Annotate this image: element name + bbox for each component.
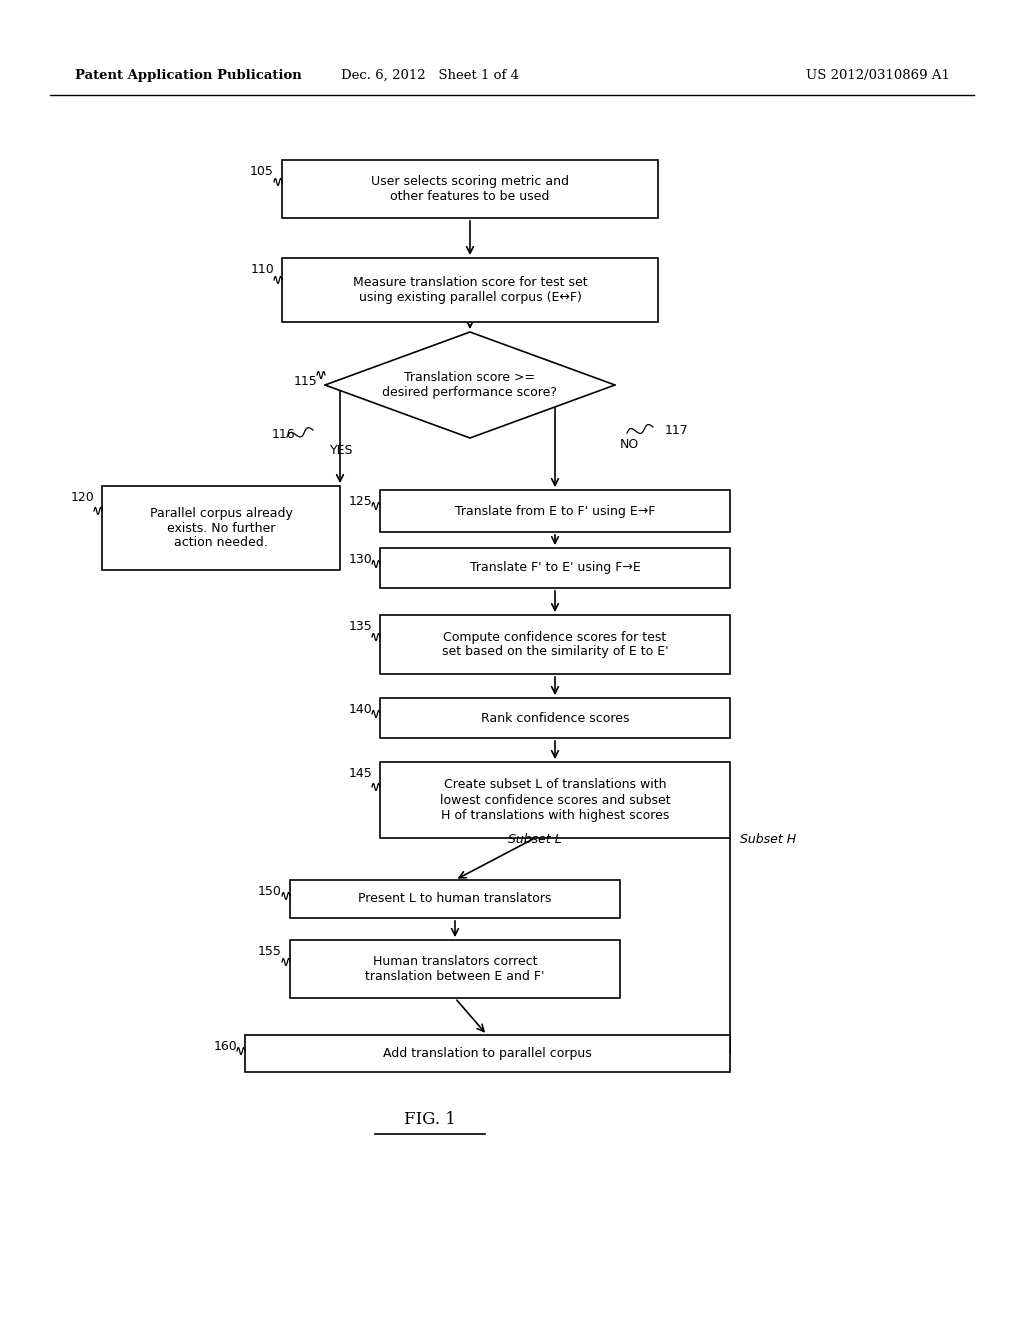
Bar — [282, 257, 658, 322]
Text: YES: YES — [330, 444, 353, 457]
Text: Subset L: Subset L — [508, 833, 562, 846]
Text: Rank confidence scores: Rank confidence scores — [480, 711, 630, 725]
Bar — [380, 490, 730, 532]
Text: Human translators correct
translation between E and F': Human translators correct translation be… — [366, 954, 545, 983]
Text: 120: 120 — [71, 491, 94, 504]
Text: Parallel corpus already
exists. No further
action needed.: Parallel corpus already exists. No furth… — [150, 507, 293, 549]
Text: Translate from E to F' using E→F: Translate from E to F' using E→F — [455, 504, 655, 517]
Text: 130: 130 — [348, 553, 372, 566]
Bar — [380, 762, 730, 838]
Text: 150: 150 — [258, 884, 282, 898]
Text: NO: NO — [620, 438, 639, 451]
Text: Patent Application Publication: Patent Application Publication — [75, 69, 302, 82]
Text: 110: 110 — [250, 263, 274, 276]
Text: Dec. 6, 2012   Sheet 1 of 4: Dec. 6, 2012 Sheet 1 of 4 — [341, 69, 519, 82]
Text: Compute confidence scores for test
set based on the similarity of E to E': Compute confidence scores for test set b… — [441, 631, 669, 659]
Bar — [245, 1035, 730, 1072]
Bar — [380, 615, 730, 675]
Bar — [290, 940, 620, 998]
Text: Translate F' to E' using F→E: Translate F' to E' using F→E — [470, 561, 640, 574]
Bar — [380, 698, 730, 738]
Text: Translation score >=
desired performance score?: Translation score >= desired performance… — [383, 371, 557, 399]
Text: User selects scoring metric and
other features to be used: User selects scoring metric and other fe… — [371, 176, 569, 203]
Bar — [290, 880, 620, 917]
Text: Present L to human translators: Present L to human translators — [358, 892, 552, 906]
Bar — [102, 486, 340, 570]
Text: 145: 145 — [348, 767, 372, 780]
Text: 125: 125 — [348, 495, 372, 508]
Text: 135: 135 — [348, 620, 372, 634]
Text: 115: 115 — [293, 375, 317, 388]
Polygon shape — [325, 333, 615, 438]
Text: Add translation to parallel corpus: Add translation to parallel corpus — [383, 1047, 592, 1060]
Text: Create subset L of translations with
lowest confidence scores and subset
H of tr: Create subset L of translations with low… — [439, 779, 671, 821]
Bar — [380, 548, 730, 587]
Text: US 2012/0310869 A1: US 2012/0310869 A1 — [806, 69, 950, 82]
Text: Subset H: Subset H — [740, 833, 796, 846]
Bar — [282, 160, 658, 218]
Text: 160: 160 — [213, 1040, 237, 1053]
Text: 116: 116 — [271, 429, 295, 441]
Text: FIG. 1: FIG. 1 — [404, 1111, 456, 1129]
Text: 117: 117 — [665, 424, 689, 437]
Text: 105: 105 — [250, 165, 274, 178]
Text: 155: 155 — [258, 945, 282, 958]
Text: 140: 140 — [348, 704, 372, 715]
Text: Measure translation score for test set
using existing parallel corpus (E↔F): Measure translation score for test set u… — [352, 276, 588, 304]
